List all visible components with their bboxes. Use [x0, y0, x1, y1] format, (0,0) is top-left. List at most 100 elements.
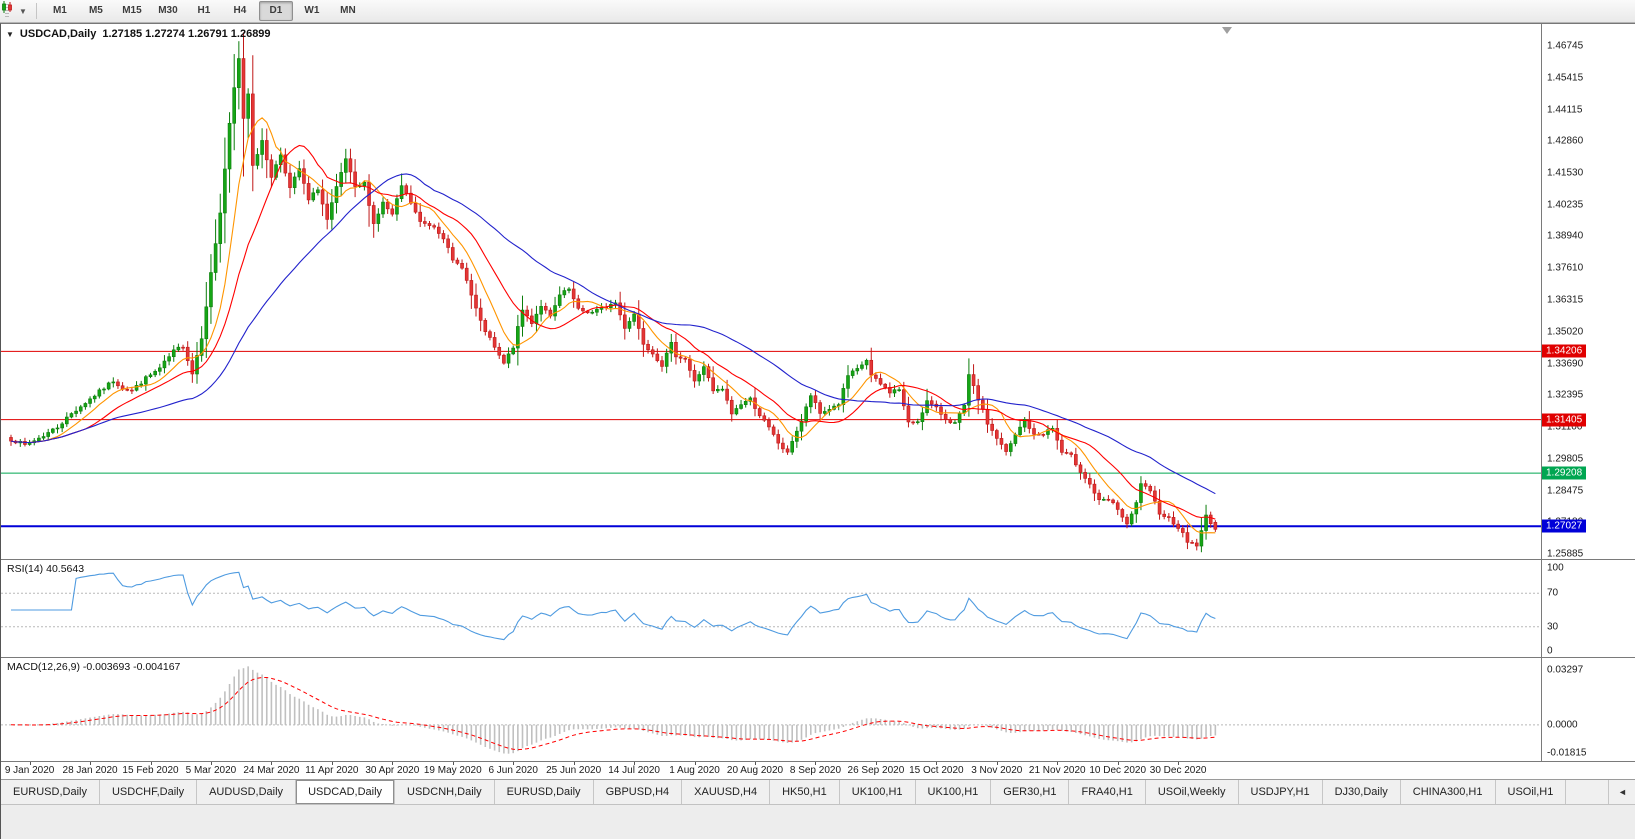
price-panel[interactable]: ▼ USDCAD,Daily 1.27185 1.27274 1.26791 1…: [1, 24, 1635, 560]
time-axis-tick: [331, 762, 333, 765]
chart-tab-eurusd-daily[interactable]: EURUSD,Daily: [495, 780, 594, 804]
timeframe-buttons: M1 M5 M15 M30 H1 H4 D1 W1 MN: [42, 1, 366, 21]
time-axis-tick: [573, 762, 575, 765]
time-axis-tick: [1178, 762, 1180, 765]
price-axis-label: 1.42860: [1547, 135, 1584, 147]
ma-8: [10, 117, 1216, 534]
timeframe-button-m5[interactable]: M5: [88, 5, 103, 16]
timeframe-button-m15[interactable]: M15: [122, 5, 142, 16]
price-axis-label: 1.37610: [1547, 262, 1584, 274]
macd-values: -0.003693 -0.004167: [82, 661, 181, 673]
chart-tab-uk100-h1[interactable]: UK100,H1: [916, 780, 992, 804]
chart-tab-china300-h1[interactable]: CHINA300,H1: [1401, 780, 1496, 804]
time-axis-tick: [29, 762, 31, 765]
date-label: 8 Sep 2020: [789, 765, 842, 776]
chart-ohlc-values: 1.27185 1.27274 1.26791 1.26899: [102, 28, 271, 40]
timeframe-toolbar: ▼ M1 M5 M15 M30 H1 H4 D1 W1 MN: [0, 0, 1635, 23]
date-label: 15 Oct 2020: [909, 765, 964, 776]
price-chart-svg: [1, 32, 1541, 553]
time-axis-tick: [513, 762, 515, 765]
chart-tab-ger30-h1[interactable]: GER30,H1: [991, 780, 1070, 804]
price-line-badge: 1.31405: [1542, 413, 1587, 427]
price-axis-label: 1.41530: [1547, 167, 1584, 179]
chart-tab-audusd-daily[interactable]: AUDUSD,Daily: [197, 780, 297, 804]
toolbar-drag-handle[interactable]: [5, 3, 9, 19]
rsi-label: RSI(14) 40.5643: [7, 563, 84, 575]
macd-axis-label: 0.0000: [1547, 719, 1578, 731]
date-label: 30 Dec 2020: [1149, 765, 1207, 776]
price-axis-label: 1.35020: [1547, 326, 1584, 338]
chart-tab-usdcad-daily[interactable]: USDCAD,Daily: [296, 780, 396, 804]
timeframe-button-h4[interactable]: H4: [233, 5, 247, 16]
status-bar: [1, 804, 1635, 839]
time-axis-tick: [634, 762, 636, 765]
rsi-axis-label: 0: [1547, 645, 1553, 657]
ma-17: [10, 144, 1216, 520]
time-axis[interactable]: 9 Jan 2020 28 Jan 2020 15 Feb 2020 5 Mar 20…: [1, 762, 1635, 779]
time-axis-tick: [875, 762, 877, 765]
price-axis-label: 1.32395: [1547, 389, 1584, 401]
timeframe-button-m30[interactable]: M30: [158, 5, 178, 16]
chart-shift-icon[interactable]: [1222, 27, 1232, 34]
date-label: 26 Sep 2020: [847, 765, 905, 776]
date-label: 25 Jun 2020: [546, 765, 602, 776]
chart-window: ▼ USDCAD,Daily 1.27185 1.27274 1.26791 1…: [0, 23, 1635, 839]
macd-axis-divider: [1541, 658, 1542, 761]
time-axis-tick: [210, 762, 212, 765]
rsi-axis-label: 100: [1547, 562, 1564, 574]
chart-tab-usdcnh-daily[interactable]: USDCNH,Daily: [395, 780, 495, 804]
ma-40: [10, 173, 1216, 495]
time-axis-tick: [271, 762, 273, 765]
date-label: 15 Feb 2020: [122, 765, 179, 776]
candlestick-chart-icon-svg: [2, 1, 12, 13]
chart-tab-usdchf-daily[interactable]: USDCHF,Daily: [100, 780, 198, 804]
price-axis-label: 1.46745: [1547, 40, 1584, 52]
timeframe-button-h1[interactable]: H1: [197, 5, 211, 16]
candles: [9, 32, 1218, 553]
rsi-name: RSI(14): [7, 563, 44, 575]
macd-histogram: [14, 666, 1217, 754]
chart-tab-uk100-h1[interactable]: UK100,H1: [840, 780, 916, 804]
chart-tab-fra40-h1[interactable]: FRA40,H1: [1069, 780, 1146, 804]
chart-title: ▼ USDCAD,Daily 1.27185 1.27274 1.26791 1…: [6, 28, 271, 40]
date-label: 21 Nov 2020: [1028, 765, 1086, 776]
time-axis-tick: [392, 762, 394, 765]
date-label: 1 Aug 2020: [669, 765, 720, 776]
macd-panel[interactable]: MACD(12,26,9) -0.003693 -0.004167 0.0329…: [1, 658, 1635, 762]
chart-tab-gbpusd-h4[interactable]: GBPUSD,H4: [594, 780, 683, 804]
rsi-panel[interactable]: RSI(14) 40.5643 100 70 30 0: [1, 560, 1635, 658]
rsi-axis-divider: [1541, 560, 1542, 657]
timeframe-button-m1[interactable]: M1: [52, 5, 67, 16]
chart-tab-usoil-weekly[interactable]: USOil,Weekly: [1146, 780, 1239, 804]
time-axis-tick: [90, 762, 92, 765]
chart-tab-usdjpy-h1[interactable]: USDJPY,H1: [1239, 780, 1323, 804]
timeframe-button-mn[interactable]: MN: [340, 5, 356, 16]
date-label: 10 Dec 2020: [1089, 765, 1147, 776]
chart-tab-xauusd-h4[interactable]: XAUUSD,H4: [682, 780, 771, 804]
price-line-badge: 1.29208: [1542, 466, 1587, 480]
chart-tabbar: EURUSD,Daily USDCHF,Daily AUDUSD,Daily USDC…: [1, 779, 1635, 804]
macd-name: MACD(12,26,9): [7, 661, 80, 673]
chart-tab-dj30-daily[interactable]: DJ30,Daily: [1323, 780, 1401, 804]
date-label: 9 Jan 2020: [4, 765, 55, 776]
chart-tab-eurusd-daily[interactable]: EURUSD,Daily: [1, 780, 100, 804]
price-axis-label: 1.38940: [1547, 230, 1584, 242]
date-label: 3 Nov 2020: [971, 765, 1023, 776]
time-axis-tick: [936, 762, 938, 765]
tab-scroll-left-button[interactable]: ◄: [1608, 780, 1635, 804]
moving-averages: [10, 117, 1216, 534]
quotes-expand-icon[interactable]: ▼: [6, 29, 14, 39]
rsi-axis-label: 70: [1547, 587, 1559, 599]
chevron-down-icon[interactable]: ▼: [19, 6, 27, 16]
date-label: 6 Jun 2020: [488, 765, 538, 776]
date-label: 30 Apr 2020: [365, 765, 420, 776]
timeframe-button-w1[interactable]: W1: [304, 5, 320, 16]
timeframe-button-d1[interactable]: D1: [258, 1, 293, 21]
rsi-chart-svg: [1, 571, 1541, 641]
chart-tab-usoil-h1[interactable]: USOil,H1: [1496, 780, 1567, 804]
chart-tab-hk50-h1[interactable]: HK50,H1: [770, 780, 840, 804]
price-line-badge: 1.27027: [1542, 519, 1587, 533]
macd-chart-svg: [1, 666, 1541, 754]
rsi-axis-label: 30: [1547, 621, 1559, 633]
